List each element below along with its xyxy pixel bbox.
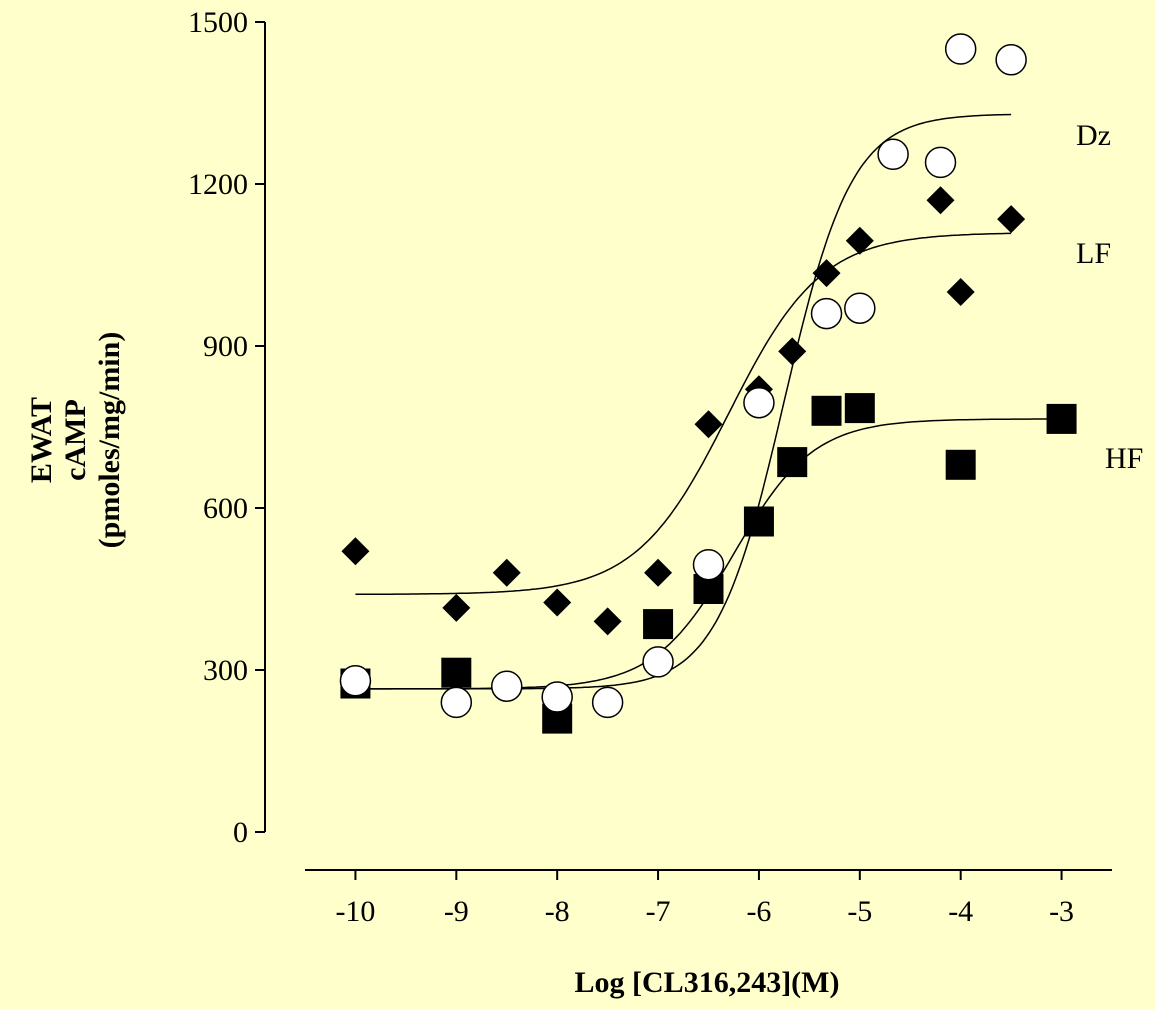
series-label-lf: LF: [1076, 237, 1111, 270]
dz-point: [591, 686, 624, 719]
lf-point: [593, 607, 622, 636]
y-tick-label: 0: [233, 816, 248, 849]
y-tick-label: 1500: [188, 6, 248, 39]
hf-point: [811, 395, 842, 426]
y-axis: 0 300 600 900 1200 1500: [188, 6, 266, 849]
lf-point: [946, 278, 975, 306]
hf-point: [441, 657, 472, 688]
x-tick-label: -6: [746, 895, 771, 928]
lf-point: [926, 186, 955, 215]
hf-point: [1046, 403, 1077, 434]
x-axis-title: Log [CL316,243](M): [575, 966, 840, 999]
x-tick-label: -3: [1049, 895, 1074, 928]
dz-point: [339, 665, 372, 697]
series-label-hf: HF: [1105, 442, 1143, 475]
lf-point: [997, 205, 1026, 234]
y-tick-label: 600: [203, 492, 248, 525]
x-tick-label: -5: [847, 895, 872, 928]
x-tick-label: -4: [948, 895, 973, 928]
dz-point: [877, 138, 909, 171]
lf-point: [442, 593, 471, 622]
y-tick-label: 900: [203, 330, 248, 363]
dz-point: [541, 681, 573, 713]
y-axis-title-line-3: (pmoles/mg/min): [93, 332, 126, 549]
dz-point: [844, 292, 876, 324]
dz-point: [995, 44, 1027, 76]
series-labels: Dz LF HF: [1076, 119, 1143, 475]
lf-point: [778, 337, 807, 366]
series-label-dz: Dz: [1076, 119, 1111, 152]
y-axis-title-line-1: EWAT: [25, 397, 58, 483]
lf-point: [845, 226, 874, 255]
x-tick-label: -8: [545, 895, 570, 928]
lf-point: [812, 259, 841, 288]
y-axis-title-line-2: cAMP: [59, 399, 92, 481]
dz-point: [440, 686, 473, 719]
dz-point: [642, 646, 674, 678]
x-tick-label: -10: [335, 895, 375, 928]
x-axis: -10 -9 -8 -7 -6 -5 -4 -3: [305, 869, 1112, 928]
dz-point: [743, 386, 775, 419]
lf-point: [644, 558, 673, 587]
dz-point: [810, 297, 843, 330]
hf-point: [643, 609, 674, 640]
dz-point: [924, 146, 957, 179]
lf-point: [694, 410, 723, 439]
y-axis-title: EWAT cAMP (pmoles/mg/min): [25, 332, 126, 549]
y-tick-label: 300: [203, 654, 248, 687]
hf-point: [777, 447, 808, 478]
hf-point: [945, 449, 976, 480]
dz-point: [944, 33, 977, 65]
lf-point: [341, 537, 370, 566]
lf-point: [492, 558, 521, 587]
fit-curve-lf: [355, 232, 1012, 596]
dz-point: [491, 670, 523, 702]
dz-point: [692, 548, 725, 581]
lf-point: [543, 588, 572, 617]
hf-point: [743, 506, 774, 537]
y-tick-label: 1200: [188, 168, 248, 201]
hf-point: [844, 393, 875, 424]
data-points: [339, 33, 1077, 734]
x-tick-label: -7: [646, 895, 671, 928]
x-tick-label: -9: [444, 895, 469, 928]
